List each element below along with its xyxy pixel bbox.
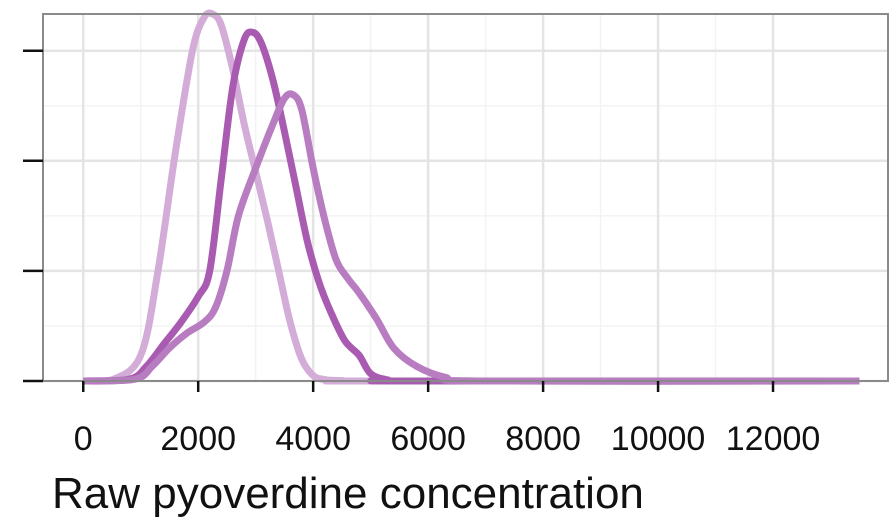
x-tick-label: 2000 bbox=[160, 420, 236, 458]
x-tick-label: 12000 bbox=[726, 420, 821, 458]
x-tick-label: 6000 bbox=[390, 420, 466, 458]
x-tick-label: 8000 bbox=[505, 420, 581, 458]
density-line-2 bbox=[83, 28, 860, 385]
x-tick-label: 10000 bbox=[611, 420, 706, 458]
x-tick-label: 0 bbox=[74, 420, 93, 458]
x-axis-title: Raw pyoverdine concentration bbox=[52, 469, 644, 518]
y-axis-ticks bbox=[23, 49, 43, 383]
plot-panel-border bbox=[42, 13, 889, 382]
density-line-3 bbox=[83, 90, 860, 385]
minor-gridlines bbox=[43, 14, 888, 381]
x-axis-ticks: 0 2000 4000 6000 8000 10000 12000 bbox=[74, 381, 821, 458]
x-tick-label: 4000 bbox=[275, 420, 351, 458]
